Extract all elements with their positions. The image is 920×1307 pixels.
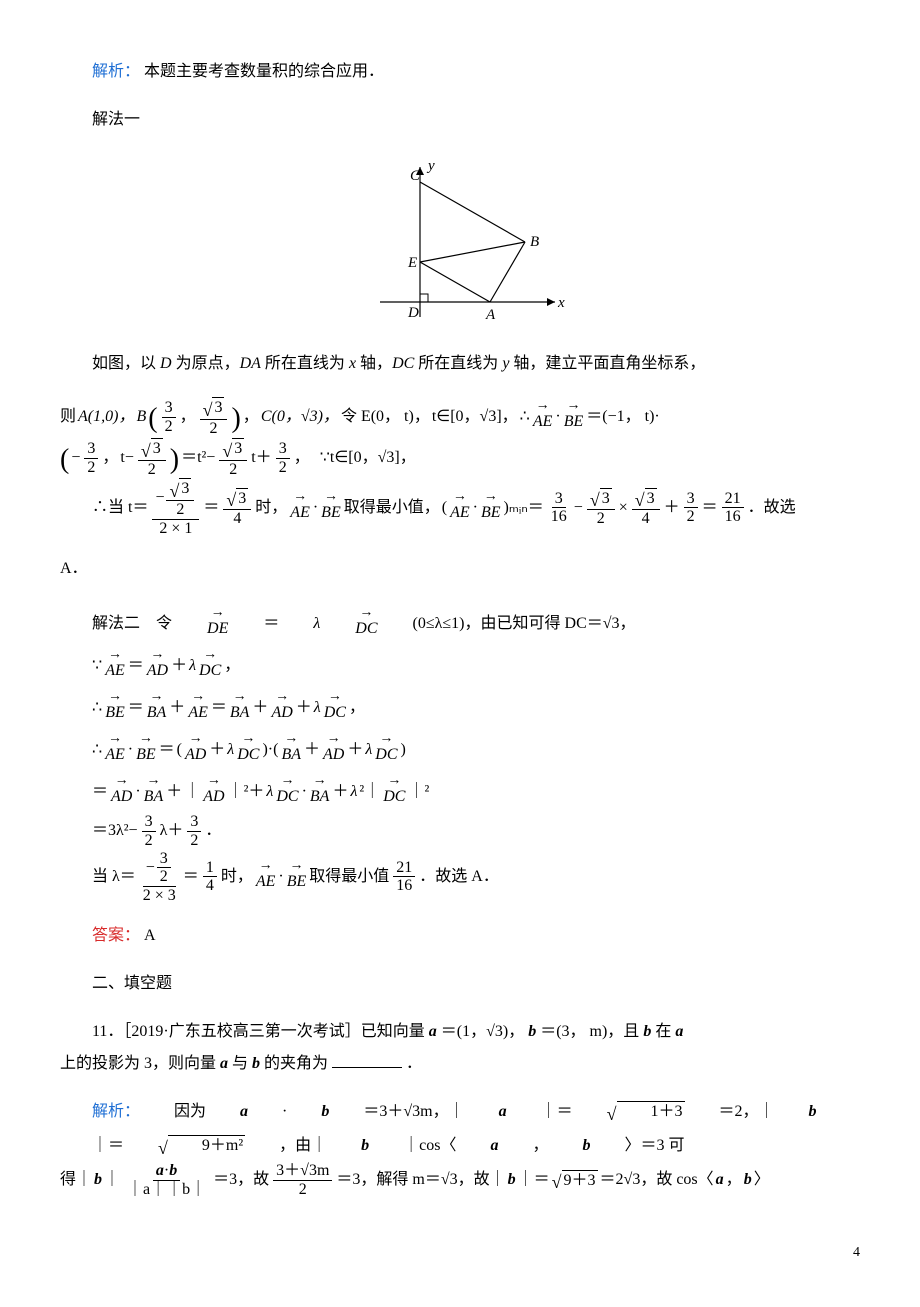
analysis-text: 本题主要考查数量积的综合应用． — [144, 63, 384, 80]
svg-text:x: x — [557, 295, 565, 311]
svg-text:A: A — [485, 307, 496, 323]
analysis-label: 解析： — [92, 63, 140, 80]
method2-line4: ∴ AE · BE ＝ ( AD ＋ λ DC )·( BA ＋ AD ＋ λ … — [92, 729, 860, 771]
analysis-line: 解析： 本题主要考查数量积的综合应用． — [60, 56, 860, 88]
method2-line7: 当 λ＝ −32 2 × 3 ＝ 14 时， AE · BE 取得最小值 211… — [92, 850, 860, 905]
method2-line2: ∵ AE ＝ AD ＋ λ DC ， — [92, 645, 860, 687]
svg-text:B: B — [530, 234, 539, 250]
page-number: 4 — [60, 1239, 860, 1267]
q11-analysis-2: 得｜ b｜ a·b ｜a｜｜b｜ ＝3，故 3＋√3m2 ＝3，解得 m＝√3，… — [60, 1162, 860, 1198]
svg-text:C: C — [410, 168, 421, 184]
figure-intro: 如图，以 D 为原点，DA 所在直线为 x 轴，DC 所在直线为 y 轴，建立平… — [60, 348, 860, 380]
answer-value: A — [144, 927, 156, 944]
method2-line1: 解法二 令 DE ＝ λ DC (0≤λ≤1)，由已知可得 DC＝√3， — [60, 603, 860, 645]
method1-math-2: ( − 32 ， t− √32 ) ＝t²− √32 t＋ 32 ， ∵t∈[0… — [60, 438, 860, 478]
method1-label: 解法一 — [60, 104, 860, 136]
method2-line5: ＝ AD · BA ＋ ｜AD｜²＋ λ DC · BA ＋ λ²｜ DC｜² — [92, 771, 860, 813]
svg-text:E: E — [407, 255, 417, 271]
method2-line6: ＝3λ²− 32 λ＋ 32 ． — [92, 813, 860, 849]
q11-analysis-1: 解析： 因为 a·b ＝3＋√3m，｜ a ｜＝ √1＋3 ＝2，｜ b ｜＝ … — [60, 1096, 860, 1162]
method2-line3: ∴ BE ＝ BA ＋ AE ＝ BA ＋ AD ＋ λ DC ， — [92, 687, 860, 729]
method1-conclusion: A． — [60, 553, 860, 585]
fill-blank — [332, 1051, 402, 1068]
q11: 11．［2019·广东五校高三第一次考试］已知向量 a ＝(1，√3)， b ＝… — [60, 1016, 860, 1080]
coordinate-figure: C E B D A x y — [350, 152, 570, 332]
method1-math-3: ∴当 t＝ −√32 2 × 1 ＝ √34 时， AE · BE 取得最小值，… — [92, 478, 860, 537]
answer-label: 答案： — [92, 927, 140, 944]
figure-wrap: C E B D A x y — [60, 152, 860, 332]
svg-text:y: y — [426, 158, 435, 174]
svg-text:D: D — [407, 305, 419, 321]
section-2-heading: 二、填空题 — [60, 968, 860, 1000]
answer-line: 答案： A — [60, 920, 860, 952]
method1-math: 则 A(1,0)， B ( 32 ， √32 ) ， C(0，√3)， 令 E(… — [60, 396, 860, 438]
